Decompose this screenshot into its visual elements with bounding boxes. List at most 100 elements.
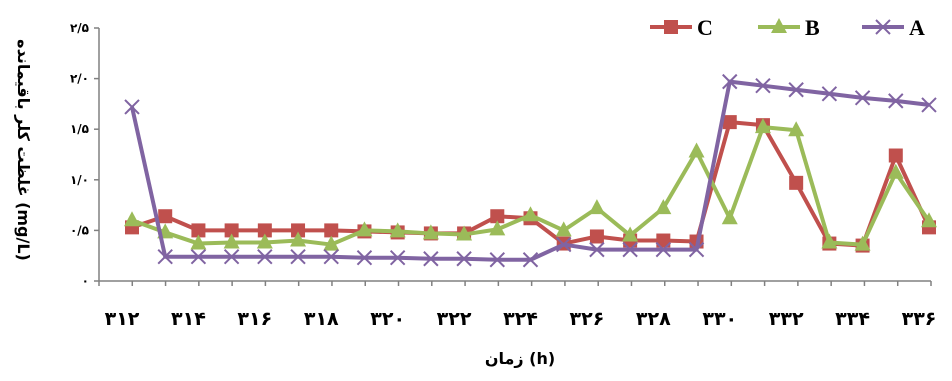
data-point-x [821,86,838,102]
data-point-triangle [356,221,373,237]
data-point-x [655,241,672,258]
data-point-square [722,115,737,130]
data-point-x [290,249,306,265]
data-point-x [223,249,240,265]
y-tick-label: ۰/۵ [70,223,89,237]
data-point-x [423,251,439,267]
x-tick-label: ۳۲۴ [503,308,538,330]
x-tick-label: ۳۲۸ [636,308,671,330]
data-point-square [589,229,604,244]
data-point-triangle [522,206,539,222]
legend-entry-B: B [758,15,820,40]
data-point-x [389,250,406,266]
data-point-square [224,223,239,238]
data-point-square [789,175,804,190]
y-ticks: ۰ ۰/۵ ۱/۰ ۱/۵ ۲/۰ ۲/۵ [70,21,99,288]
data-point-triangle [854,235,871,251]
legend-label: A [909,15,925,40]
data-point-x [622,241,638,258]
data-point-square [191,223,206,238]
data-point-x [755,77,771,94]
data-point-triangle [821,233,838,249]
data-point-x [854,90,871,106]
legend-label: B [805,15,820,40]
data-point-triangle [489,220,506,236]
x-tick-label: ۳۳۲ [769,308,804,330]
legend-entry-C: C [650,15,713,40]
data-point-triangle [788,121,805,137]
data-point-triangle [256,233,273,249]
data-point-x [522,252,539,268]
data-point-x [356,250,373,266]
data-point-square [291,223,306,238]
data-point-triangle [323,235,340,251]
series-line-C [131,120,931,248]
data-point-triangle [887,163,904,179]
legend-label: C [697,15,713,40]
data-point-x [888,93,904,109]
data-point-x [124,99,140,115]
data-point-square [158,209,173,224]
series-C [125,115,936,253]
data-point-x [489,252,505,268]
y-tick-label: ۱/۰ [70,173,89,187]
data-point-triangle [771,18,787,33]
data-point-x [722,73,738,90]
x-tick-label: ۳۲۶ [570,308,605,330]
x-tick-label: ۳۱۴ [171,308,206,330]
data-point-x [589,241,605,258]
data-point-triangle [190,234,207,250]
data-point-x [157,249,173,265]
data-point-x [875,19,891,35]
series-A [124,73,937,268]
data-point-square [324,223,339,238]
x-tick-label: ۳۱۲ [105,308,140,330]
data-point-x [257,249,273,265]
data-point-triangle [124,211,140,227]
data-point-x [190,249,207,265]
series-layer [124,73,937,268]
data-point-triangle [688,142,705,158]
data-point-triangle [754,118,771,134]
data-point-triangle [290,231,307,247]
y-tick-label: ۲/۰ [70,72,89,86]
data-point-x [921,97,937,113]
data-point-square [656,233,671,248]
data-point-square [888,148,903,163]
data-point-triangle [456,225,473,241]
legend-entry-A: A [862,15,925,40]
x-tick-label: ۳۳۴ [835,308,870,330]
data-point-x [456,251,472,267]
data-point-x [556,236,572,253]
y-tick-label: ۱/۵ [70,122,89,136]
data-point-triangle [223,233,240,249]
x-axis-label: زمان (h) [485,349,555,368]
data-point-triangle [422,224,439,240]
y-axis-label: غلظت کلر باقیمانده (mg/L) [14,39,33,261]
data-point-x [688,241,705,258]
y-tick-label: ۰ [82,274,89,288]
data-point-triangle [721,209,738,225]
x-ticks: ۳۱۲ ۳۱۴ ۳۱۶ ۳۱۸ ۳۲۰ ۳۲۲ ۳۲۴ ۳۲۶ ۳۲۸ ۳۳۰ ۳۳۲ ۳۳۴ ۳۳۶ [98,281,937,330]
y-axis-title: غلظت کلر باقیمانده (mg/L) [14,39,33,261]
series-line-B [131,125,931,247]
data-point-triangle [655,199,672,215]
data-point-square [257,223,272,238]
x-tick-label: ۳۱۸ [304,308,339,330]
x-tick-label: ۳۱۶ [237,308,272,330]
x-tick-label: ۳۳۶ [902,308,937,330]
x-tick-label: ۳۲۲ [437,308,472,330]
data-point-x [323,249,339,265]
x-tick-label: ۳۳۰ [702,308,737,330]
data-point-triangle [921,212,937,228]
data-point-triangle [622,226,639,242]
data-point-triangle [389,222,406,238]
data-point-triangle [588,199,605,215]
data-point-square [490,209,505,224]
data-point-square [664,20,678,34]
x-tick-label: ۳۲۰ [370,308,405,330]
y-tick-label: ۲/۵ [70,21,89,35]
data-point-x [788,82,804,98]
